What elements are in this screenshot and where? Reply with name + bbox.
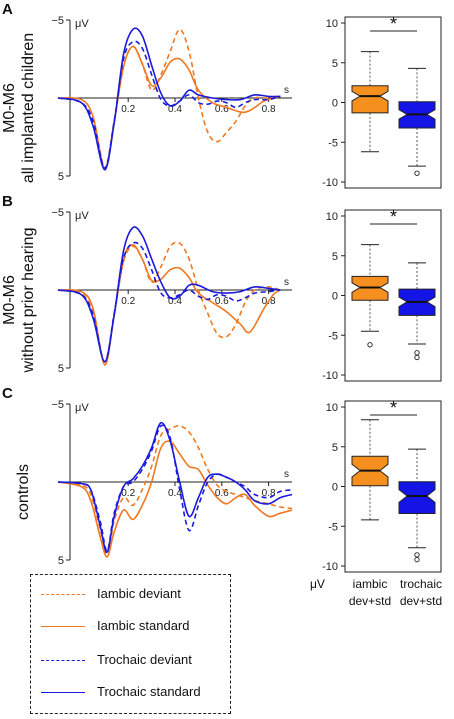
erp-series-trochaic-standard xyxy=(57,226,281,363)
erp-unit-label: μV xyxy=(75,18,89,30)
panel-letter: B xyxy=(2,193,13,210)
row-b: B M0-M6 without prior hearing −5 5 μV s 0.2 0.4 0… xyxy=(1,193,442,382)
legend-label: Trochaic deviant xyxy=(97,652,192,667)
significance-star: * xyxy=(390,14,397,34)
erp-unit-label: μV xyxy=(75,210,89,222)
erp-x-tick-label: 0.2 xyxy=(121,488,135,499)
box-y-tick-label: 10 xyxy=(326,402,338,414)
erp-x-unit-label: s xyxy=(284,85,289,96)
erp-x-tick-label: 0.4 xyxy=(168,488,182,499)
erp-y-tick-label: 5 xyxy=(58,171,64,183)
box-y-tick-label: -5 xyxy=(328,137,338,149)
outlier-point xyxy=(414,354,420,361)
legend-label: Iambic deviant xyxy=(97,586,181,601)
box-category-label: iambic xyxy=(353,577,388,591)
erp-x-tick-label: 0.6 xyxy=(215,104,229,115)
box-iambic xyxy=(351,419,389,521)
box-y-tick-label: -5 xyxy=(328,521,338,533)
erp-y-tick-label: 5 xyxy=(58,555,64,567)
erp-x-tick-label: 0.4 xyxy=(168,296,182,307)
outlier-point xyxy=(414,552,420,558)
erp-x-unit-label: s xyxy=(284,277,289,288)
box-trochaic xyxy=(398,67,436,176)
panel-letter: C xyxy=(2,385,13,402)
box-y-tick-label: 5 xyxy=(332,442,338,454)
erp-series-iambic-deviant xyxy=(57,424,293,555)
erp-y-tick-label: −5 xyxy=(51,207,64,219)
erp-x-tick-label: 0.6 xyxy=(215,488,229,499)
outlier-point xyxy=(414,556,420,563)
legend-swatch xyxy=(41,626,85,627)
box-y-tick-label: 10 xyxy=(326,18,338,30)
erp-series-iambic-standard xyxy=(57,440,293,558)
notched-box xyxy=(351,85,389,114)
legend-swatch xyxy=(41,594,85,595)
erp-unit-label: μV xyxy=(75,402,89,414)
legend-swatch xyxy=(41,660,85,661)
row-label-line: without prior hearing xyxy=(20,228,37,374)
erp-series-trochaic-standard xyxy=(57,27,281,171)
erp-series-iambic-deviant xyxy=(57,241,281,365)
erp-x-tick-label: 0.8 xyxy=(262,488,276,499)
outlier-point xyxy=(367,342,373,348)
erp-x-tick-label: 0.4 xyxy=(168,104,182,115)
row-label-line: controls xyxy=(15,464,32,520)
legend-label: Iambic standard xyxy=(97,618,190,633)
box-y-tick-label: 0 xyxy=(332,482,338,494)
row-a: A M0-M6 all implanted children −5 5 μV s 0.2 0.4… xyxy=(1,1,442,189)
erp-x-unit-label: s xyxy=(284,469,289,480)
legend-item-iambic-standard: Iambic standard xyxy=(31,617,230,637)
legend-item-iambic-deviant: Iambic deviant xyxy=(31,585,230,605)
box-iambic xyxy=(351,244,389,348)
box-y-tick-label: 10 xyxy=(326,211,338,223)
row-label-line: M0-M6 xyxy=(1,83,18,133)
box-y-tick-label: -10 xyxy=(322,177,338,189)
box-trochaic xyxy=(398,262,436,361)
erp-y-tick-label: −5 xyxy=(51,15,64,27)
erp-x-tick-label: 0.8 xyxy=(262,104,276,115)
erp-y-tick-label: 5 xyxy=(58,363,64,375)
outlier-point xyxy=(414,350,420,356)
box-category-label: dev+std xyxy=(349,594,391,608)
box-y-tick-label: 0 xyxy=(332,98,338,110)
notched-box xyxy=(398,481,436,515)
erp-series-trochaic-standard xyxy=(57,421,293,554)
significance-star: * xyxy=(390,398,397,418)
row-label-line: all implanted children xyxy=(20,33,37,183)
box-iambic xyxy=(351,51,389,153)
significance-star: * xyxy=(390,207,397,227)
legend-label: Trochaic standard xyxy=(97,684,201,699)
erp-x-tick-label: 0.6 xyxy=(215,296,229,307)
erp-x-tick-label: 0.2 xyxy=(121,296,135,307)
legend-swatch xyxy=(41,692,85,693)
box-y-tick-label: -10 xyxy=(322,370,338,382)
box-y-tick-label: -5 xyxy=(328,330,338,342)
box-y-tick-label: -10 xyxy=(322,561,338,573)
legend-item-trochaic-standard: Trochaic standard xyxy=(31,683,230,703)
box-y-tick-label: 0 xyxy=(332,291,338,303)
erp-series-iambic-deviant xyxy=(57,28,281,170)
legend: Iambic deviant Iambic standard Trochaic … xyxy=(30,574,231,714)
box-unit-label: μV xyxy=(310,577,325,591)
box-category-label: trochaic xyxy=(400,577,442,591)
erp-y-tick-label: −5 xyxy=(51,399,64,411)
panel-letter: A xyxy=(2,1,13,18)
legend-item-trochaic-deviant: Trochaic deviant xyxy=(31,651,230,671)
outlier-point xyxy=(414,170,420,176)
box-category-label: dev+std xyxy=(400,594,442,608)
box-trochaic xyxy=(398,448,436,563)
box-y-tick-label: 5 xyxy=(332,251,338,263)
box-y-tick-label: 5 xyxy=(332,58,338,70)
erp-x-tick-label: 0.2 xyxy=(121,104,135,115)
box-category-labels: μV iambic dev+std trochaic dev+std xyxy=(310,577,442,608)
row-label-line: M0-M6 xyxy=(1,275,18,325)
